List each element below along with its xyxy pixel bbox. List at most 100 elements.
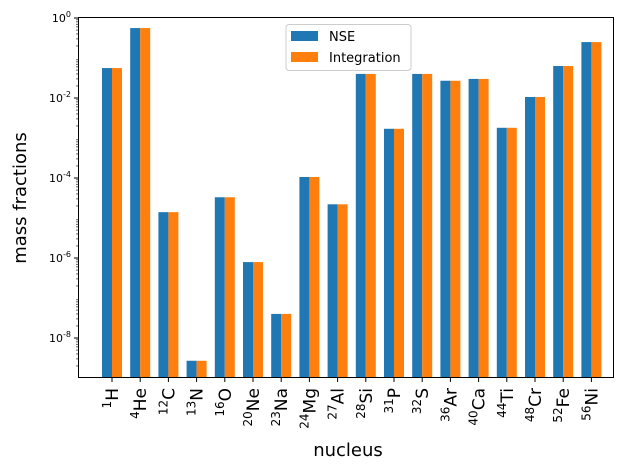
element-symbol: Ni <box>582 388 602 405</box>
mass-number: 48 <box>523 407 537 422</box>
bar-integration-p <box>394 128 404 378</box>
x-tick-label: 32S <box>410 388 433 414</box>
x-tick-label: 52Fe <box>551 388 574 423</box>
bar-nse-h <box>102 68 112 378</box>
y-tick-base: 10 <box>49 332 63 345</box>
x-tick-label: 20Ne <box>241 388 264 426</box>
y-tick-base: 10 <box>49 252 63 265</box>
mass-number: 36 <box>438 407 452 422</box>
legend-label-nse: NSE <box>329 30 355 45</box>
element-symbol: Cr <box>526 388 546 407</box>
bar-nse-ne <box>243 262 253 378</box>
mass-number: 56 <box>579 405 593 420</box>
element-symbol: Si <box>357 388 377 404</box>
mass-number: 16 <box>213 401 227 416</box>
mass-number: 44 <box>495 403 509 418</box>
y-tick-exponent: -4 <box>63 170 71 179</box>
y-tick-exponent: -8 <box>63 330 71 339</box>
bar-integration-o <box>224 197 235 378</box>
bar-nse-ca <box>468 78 479 378</box>
legend-label-integration: Integration <box>329 51 401 66</box>
y-tick-label: 100 <box>52 10 71 25</box>
mass-number: 13 <box>185 401 199 416</box>
bar-integration-ca <box>478 78 489 378</box>
bar-nse-na <box>271 313 282 378</box>
bar-nse-s <box>412 73 423 378</box>
y-tick-label: 10-2 <box>49 90 71 105</box>
x-tick-label: 13N <box>185 388 208 416</box>
element-symbol: Fe <box>554 388 574 407</box>
mass-number: 20 <box>241 411 255 426</box>
element-symbol: Mg <box>300 388 320 413</box>
mass-number: 28 <box>354 404 368 419</box>
bar-nse-o <box>214 197 225 378</box>
bar-integration-c <box>168 212 179 378</box>
element-symbol: Al <box>329 388 349 404</box>
element-symbol: Ar <box>441 388 461 407</box>
bar-nse-ar <box>440 80 451 378</box>
y-tick-label: 10-6 <box>49 250 71 265</box>
y-tick-base: 10 <box>52 12 66 25</box>
bar-integration-ne <box>253 262 263 378</box>
x-tick-label: 16O <box>213 388 236 417</box>
bar-integration-mg <box>309 176 320 378</box>
x-tick-label: 24Mg <box>297 388 320 429</box>
y-tick-exponent: -6 <box>63 250 71 259</box>
legend-swatch-integration <box>291 52 318 62</box>
bar-integration-ti <box>506 127 517 379</box>
bar-nse-n <box>186 360 197 378</box>
legend-swatch-nse <box>291 31 318 41</box>
y-tick-base: 10 <box>49 172 63 185</box>
mass-number: 27 <box>326 404 340 419</box>
y-tick-label: 10-4 <box>49 170 71 185</box>
bar-nse-ti <box>496 127 507 379</box>
mass-number: 12 <box>156 400 170 415</box>
bar-nse-p <box>384 128 394 378</box>
bar-nse-fe <box>553 66 564 379</box>
bar-integration-ar <box>450 80 461 378</box>
mass-number: 23 <box>269 411 283 426</box>
mass-number: 31 <box>382 398 396 413</box>
legend: NSE Integration <box>285 24 412 71</box>
bar-integration-n <box>196 360 207 378</box>
element-symbol: H <box>103 388 123 401</box>
x-tick-label: 44Ti <box>495 388 518 418</box>
x-tick-label: 28Si <box>354 388 377 419</box>
element-symbol: Ti <box>498 388 518 404</box>
x-tick-label: 23Na <box>269 388 292 426</box>
element-symbol: He <box>131 388 151 411</box>
x-tick-label: 36Ar <box>438 388 461 422</box>
element-symbol: S <box>413 388 433 399</box>
y-tick-label: 10-8 <box>49 330 71 345</box>
mass-number: 32 <box>410 399 424 414</box>
mass-number: 4 <box>128 411 142 419</box>
element-symbol: Na <box>272 388 292 411</box>
y-tick-exponent: -2 <box>63 90 71 99</box>
bar-integration-al <box>337 204 348 378</box>
element-symbol: C <box>159 388 179 400</box>
element-symbol: N <box>188 388 208 401</box>
x-tick-label: 1H <box>100 388 123 408</box>
element-symbol: Ca <box>470 388 490 410</box>
x-tick-label: 48Cr <box>523 388 546 422</box>
x-tick-label: 40Ca <box>467 388 490 426</box>
y-axis-label: mass fractions <box>10 132 31 264</box>
x-tick-label: 27Al <box>326 388 349 420</box>
bars-group <box>102 28 602 379</box>
element-symbol: Ne <box>244 388 264 411</box>
bar-integration-h <box>112 68 122 378</box>
bar-integration-s <box>422 73 433 378</box>
bar-nse-c <box>158 212 169 378</box>
element-symbol: P <box>385 388 405 398</box>
mass-number: 40 <box>467 410 481 425</box>
bar-nse-mg <box>299 176 310 378</box>
bar-nse-cr <box>525 96 535 378</box>
element-symbol: O <box>216 388 236 401</box>
bar-integration-si <box>365 73 376 378</box>
bar-nse-si <box>355 73 366 378</box>
bar-nse-he <box>130 28 141 378</box>
mass-number: 24 <box>297 413 311 428</box>
